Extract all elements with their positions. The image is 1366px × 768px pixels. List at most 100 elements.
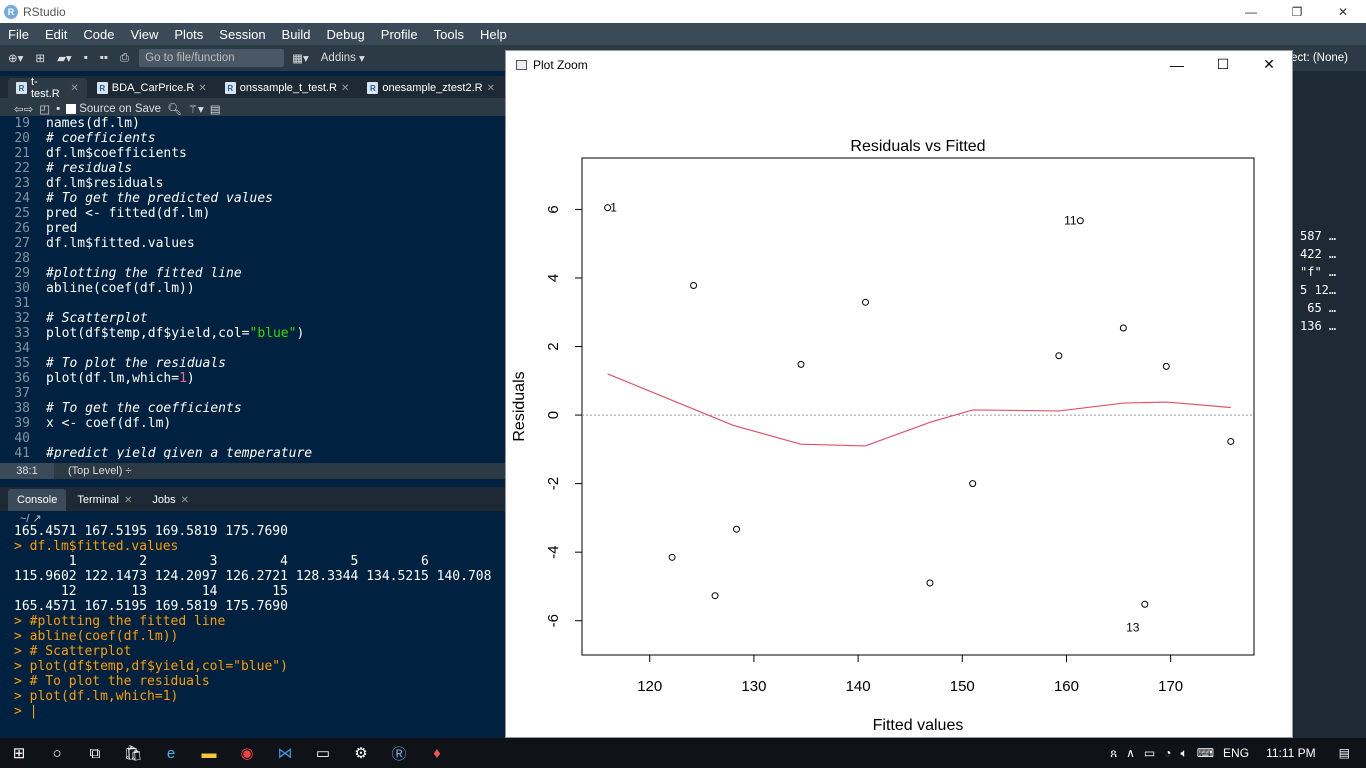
x-tick-label: 130 (741, 678, 766, 695)
menu-debug[interactable]: Debug (326, 26, 365, 42)
language-indicator[interactable]: ENG (1223, 746, 1250, 760)
clock[interactable]: 11:11 PM (1266, 746, 1316, 760)
r-app-icon[interactable]: ♦ (433, 744, 441, 762)
task-view-icon[interactable]: ⧉ (89, 744, 101, 762)
restore-button[interactable]: ❐ (1291, 4, 1303, 19)
show-in-window-icon[interactable]: ◰ (39, 104, 51, 116)
code-line: 41 #predict yield given a temperature (0, 446, 505, 459)
outline-icon[interactable]: ▤ (209, 104, 221, 116)
code-text: df.lm$coefficients (46, 146, 187, 161)
save-icon[interactable]: ▪ (83, 52, 88, 64)
menu-profile[interactable]: Profile (380, 26, 418, 42)
back-icon[interactable]: ⇦⇨ (14, 104, 34, 116)
menu-session[interactable]: Session (219, 26, 266, 42)
close-tab-icon[interactable]: ✕ (180, 494, 189, 506)
people-icon[interactable]: ጸ (1110, 745, 1118, 760)
minimize-button[interactable]: — (1245, 4, 1257, 19)
maximize-button[interactable]: ☐ (1216, 56, 1230, 72)
environment-value: 5 12… (1300, 283, 1337, 297)
close-tab-icon[interactable]: ✕ (70, 82, 79, 94)
menu-plots[interactable]: Plots (174, 26, 204, 42)
addins-button[interactable]: Addins ▾ (320, 52, 365, 65)
grid-icon[interactable]: ▦▾ (292, 53, 309, 65)
close-button[interactable]: ✕ (1263, 56, 1275, 72)
code-text: plot(df.lm,which=1) (46, 371, 195, 386)
menu-view[interactable]: View (130, 26, 159, 42)
menu-build[interactable]: Build (281, 26, 311, 42)
code-line: 39 x <- coef(df.lm) (0, 416, 505, 431)
menu-help[interactable]: Help (480, 26, 507, 42)
print-icon[interactable]: ⎙ (119, 51, 130, 64)
minimize-button[interactable]: — (1170, 56, 1184, 73)
literal: 1 (179, 371, 187, 386)
residual-point (861, 298, 869, 306)
magic-wand-icon[interactable]: ⚚▾ (187, 104, 204, 116)
project-menu[interactable]: ect: (None) (1291, 52, 1348, 64)
tab-console[interactable]: Console (8, 489, 67, 511)
settings-gear-icon[interactable]: ⚙ (354, 745, 368, 762)
residual-point (926, 579, 934, 587)
vscode-icon[interactable]: ⋈ (277, 745, 293, 762)
x-tick-label: 140 (846, 678, 871, 695)
line-number: 31 (14, 296, 30, 311)
code-line: 30 abline(coef(df.lm)) (0, 281, 505, 296)
file-explorer-icon[interactable]: ▬ (201, 744, 217, 762)
new-project-icon[interactable]: ⊞ (35, 53, 46, 65)
volume-icon[interactable]: 🔈︎ (1180, 745, 1188, 760)
notifications-icon[interactable]: ▤ (1338, 746, 1350, 760)
close-tab-icon[interactable]: ✕ (198, 82, 207, 94)
line-number: 40 (14, 431, 30, 446)
edge-icon[interactable]: e (166, 744, 176, 762)
menu-tools[interactable]: Tools (433, 26, 464, 42)
search-circle-icon[interactable]: ○ (52, 744, 62, 762)
code-text: #predict yield given a temperature (46, 446, 313, 459)
scope-selector[interactable]: (Top Level) ÷ (68, 465, 132, 477)
save-all-icon[interactable]: ▪▪ (99, 52, 108, 64)
rstudio-taskbar-icon[interactable]: Ⓡ (391, 745, 407, 763)
code-text: # Scatterplot (46, 311, 148, 326)
close-button[interactable]: ✕ (1337, 4, 1349, 19)
code-text: # residuals (46, 161, 133, 176)
code-text: pred (46, 221, 78, 236)
y-tick-label: 0 (545, 411, 562, 419)
system-tray: ጸ ∧ ▭ ◔ 🔈︎ ⌨ ENG 11:11 PM ▤ (1110, 738, 1366, 768)
chevron-up-icon[interactable]: ∧ (1126, 746, 1135, 760)
chrome-icon[interactable]: ◉ (240, 745, 254, 762)
save-file-icon[interactable]: ▪ (56, 103, 61, 115)
windows-start-icon[interactable]: ⊞ (12, 745, 26, 762)
search-icon[interactable]: 🔍︎ (167, 104, 182, 116)
tab-jobs[interactable]: Jobs ✕ (143, 489, 198, 511)
code-line: 25 pred <- fitted(df.lm) (0, 206, 505, 221)
code-line: 26 pred (0, 221, 505, 236)
plot-zoom-window: Plot Zoom — ☐ ✕ Residuals vs Fitted Fitte… (505, 50, 1293, 738)
console-output-line: 165.4571 167.5195 169.5819 175.7690 (14, 599, 288, 614)
battery-icon[interactable]: ▭ (1143, 746, 1156, 760)
close-tab-icon[interactable]: ✕ (123, 494, 133, 506)
console-output[interactable]: 165.4571 167.5195 169.5819 175.7690 > df.… (0, 524, 505, 734)
console-input-line: > #plotting the fitted line (14, 614, 226, 629)
tab-terminal[interactable]: Terminal ✕ (68, 489, 141, 511)
title-bar: R RStudio — ❐ ✕ (0, 0, 1366, 23)
close-tab-icon[interactable]: ✕ (486, 82, 495, 94)
line-number: 24 (14, 191, 30, 206)
open-folder-icon[interactable]: ▰▾ (57, 53, 72, 65)
cmd-icon[interactable]: ▭ (315, 745, 331, 762)
console-output-line: 115.9602 122.1473 124.2097 126.2721 128.… (14, 569, 492, 584)
keyboard-icon[interactable]: ⌨ (1196, 746, 1215, 760)
goto-file-input[interactable]: Go to file/function (139, 49, 285, 67)
close-tab-icon[interactable]: ✕ (340, 82, 350, 94)
store-icon[interactable]: 🛍︎ (123, 745, 143, 762)
menu-edit[interactable]: Edit (44, 26, 68, 42)
x-tick-label: 120 (637, 678, 662, 695)
new-file-icon[interactable]: ⊕▾ (8, 53, 24, 65)
code-editor[interactable]: 19 names(df.lm) 20 # coefficients 21 df.lm$co… (0, 116, 505, 459)
source-on-save-checkbox[interactable]: Source on Save (66, 103, 161, 115)
console-output-line: 165.4571 167.5195 169.5819 175.7690 (14, 524, 288, 539)
menu-code[interactable]: Code (83, 26, 115, 42)
menu-file[interactable]: File (8, 26, 29, 42)
wifi-icon[interactable]: ◔ (1164, 746, 1172, 760)
tab-bda-carprice[interactable]: R BDA_CarPrice.R ✕ (88, 78, 215, 98)
